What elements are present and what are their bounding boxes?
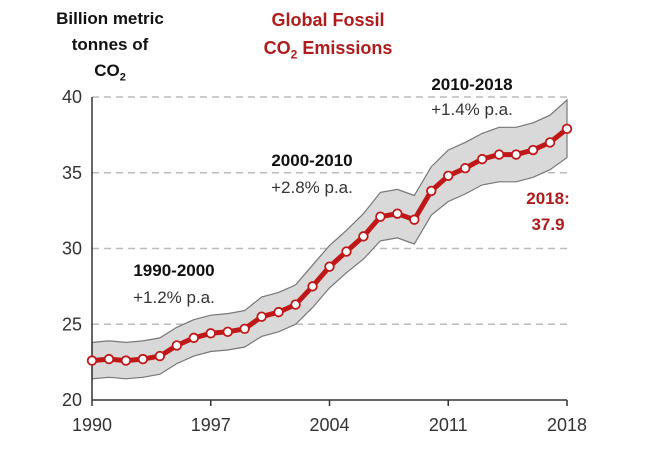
data-point-2013: [476, 153, 488, 165]
x-tick-label-2004: 2004: [309, 415, 349, 435]
data-point-2009: [409, 214, 420, 225]
data-point-1993: [137, 353, 149, 365]
data-point-1999: [239, 323, 250, 334]
data-point-2015: [510, 149, 522, 160]
y-axis-label-line1: Billion metric: [56, 9, 164, 28]
data-point-2012: [460, 163, 471, 174]
y-axis-label-sub: 2: [119, 71, 126, 84]
data-point-2008: [392, 208, 403, 219]
data-point-2001: [273, 306, 284, 318]
data-point-1995: [171, 340, 183, 351]
annotation-2010-2018-period: 2010-2018: [431, 75, 512, 94]
data-point-2010: [426, 185, 437, 197]
annotation-1990-2000-rate: +1.2% p.a.: [133, 288, 215, 307]
y-axis-label-co: CO: [94, 61, 120, 80]
annotation-2000-2010-rate: +2.8% p.a.: [271, 178, 353, 197]
x-tick-label-2011: 2011: [429, 415, 468, 435]
data-point-2006: [358, 231, 369, 242]
data-point-1997: [205, 328, 216, 339]
uncertainty-band-area: [91, 98, 568, 380]
annotation-1990-2000-period: 1990-2000: [133, 261, 214, 280]
chart-title-line1: Global Fossil: [271, 10, 385, 30]
data-point-1991: [103, 353, 115, 365]
y-tick-label-25: 25: [62, 314, 82, 334]
data-point-1994: [154, 350, 166, 362]
chart-title: Global Fossil CO2 Emissions: [228, 6, 428, 69]
y-tick-label-30: 30: [62, 239, 82, 259]
data-point-2002: [290, 299, 301, 310]
uncertainty-band: [91, 98, 568, 380]
data-point-2016: [527, 144, 539, 156]
chart-title-co: CO: [263, 38, 291, 58]
y-tick-label-35: 35: [62, 163, 82, 183]
axes: 20 25 30 35 40 1990 1997 2004 2011 2018: [62, 87, 587, 435]
data-point-2000: [256, 311, 267, 322]
chart-title-sub: 2: [290, 47, 298, 62]
y-axis-label-line2: tonnes of: [71, 35, 149, 54]
final-value-label-year: 2018:: [526, 189, 569, 208]
annotations: 1990-2000 +1.2% p.a. 2000-2010 +2.8% p.a…: [133, 75, 570, 307]
data-point-1992: [120, 355, 132, 366]
data-point-2005: [341, 246, 352, 257]
chart-title-suffix: Emissions: [297, 38, 393, 58]
x-tick-label-1997: 1997: [191, 415, 231, 435]
x-tick-label-2018: 2018: [547, 415, 587, 435]
data-point-1998: [222, 326, 233, 338]
y-tick-label-20: 20: [62, 390, 82, 410]
x-tick-label-1990: 1990: [72, 415, 112, 435]
data-point-2018: [561, 123, 573, 135]
y-axis-label-line3: CO2: [40, 58, 180, 90]
data-point-2003: [307, 281, 318, 292]
data-point-1990: [86, 355, 98, 366]
data-point-2004: [324, 261, 335, 272]
y-tick-label-40: 40: [62, 87, 82, 107]
data-point-2011: [443, 170, 454, 181]
annotation-2010-2018-rate: +1.4% p.a.: [431, 100, 513, 119]
data-point-1996: [188, 332, 199, 344]
data-point-2014: [493, 149, 505, 160]
data-point-2017: [544, 137, 556, 148]
chart-title-line2: CO2 Emissions: [228, 34, 428, 69]
y-axis-label: Billion metric tonnes of CO2: [40, 6, 180, 90]
final-value-label-value: 37.9: [531, 215, 564, 234]
data-point-2007: [375, 211, 386, 222]
annotation-2000-2010-period: 2000-2010: [271, 151, 352, 170]
emissions-series: [86, 123, 573, 366]
